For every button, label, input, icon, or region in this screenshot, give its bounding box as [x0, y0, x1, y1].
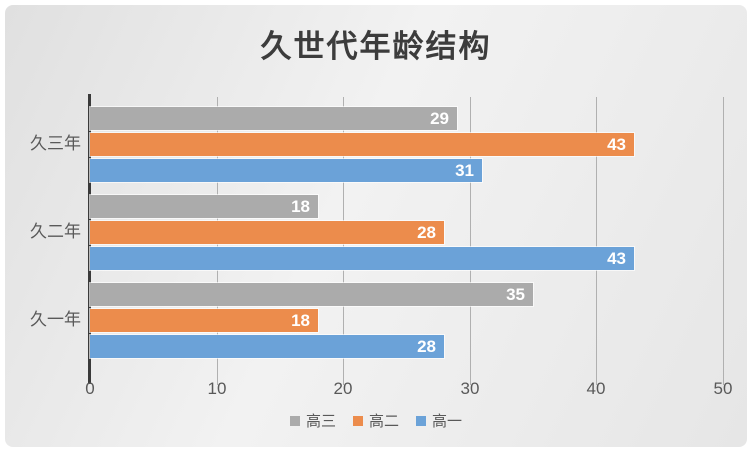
legend-swatch-icon [289, 415, 300, 426]
legend-label: 高一 [432, 413, 463, 430]
x-tick-label-10: 10 [207, 379, 227, 398]
gridline-30 [470, 97, 471, 385]
chart-title: 久世代年龄结构 [260, 29, 492, 64]
bar-高二-久三年: 43 [90, 133, 634, 156]
legend: 高三 高二 高一 [5, 410, 747, 431]
x-tick-label-30: 30 [460, 379, 480, 398]
bar-高一-久三年: 31 [90, 159, 482, 182]
legend-item-高二: 高二 [352, 410, 399, 431]
bar-value-label: 29 [430, 109, 449, 128]
bar-高二-久二年: 28 [90, 221, 444, 244]
bar-value-label: 43 [607, 135, 626, 154]
gridline-40 [596, 97, 597, 385]
legend-swatch-icon [416, 415, 426, 426]
plot-area: 29 43 31 18 28 43 35 18 28 [88, 94, 724, 385]
legend-item-高三: 高三 [289, 410, 336, 431]
legend-label: 高二 [368, 413, 399, 430]
bar-value-label: 28 [417, 337, 436, 356]
bar-value-label: 43 [607, 249, 626, 268]
x-tick-label-20: 20 [333, 379, 353, 398]
bar-value-label: 28 [417, 223, 436, 242]
x-tick-label-0: 0 [85, 379, 95, 398]
bar-高一-久二年: 43 [90, 247, 634, 270]
x-axis-tick-labels: 0 10 20 30 40 50 [5, 379, 747, 403]
legend-item-高一: 高一 [416, 410, 462, 431]
legend-swatch-icon [352, 415, 363, 426]
category-label-久一年: 久一年 [30, 310, 81, 329]
bar-value-label: 18 [291, 197, 310, 216]
bar-高三-久二年: 18 [90, 195, 318, 218]
bar-value-label: 31 [455, 161, 474, 180]
chart-panel: 久世代年龄结构 29 43 31 18 28 43 35 18 28 久三年久二年久一年 0 10… [5, 5, 747, 447]
bar-高三-久三年: 29 [90, 107, 457, 130]
bar-value-label: 35 [506, 285, 525, 304]
x-tick-label-40: 40 [586, 379, 606, 398]
bar-高一-久一年: 28 [90, 335, 444, 358]
category-label-久三年: 久三年 [30, 134, 81, 153]
bar-value-label: 18 [291, 311, 310, 330]
legend-label: 高三 [305, 413, 336, 430]
bar-高二-久一年: 18 [90, 309, 318, 332]
x-tick-label-50: 50 [713, 379, 733, 398]
y-axis-line [88, 94, 91, 384]
bar-高三-久一年: 35 [90, 283, 533, 306]
gridline-50 [723, 97, 724, 385]
category-label-久二年: 久二年 [30, 222, 81, 241]
